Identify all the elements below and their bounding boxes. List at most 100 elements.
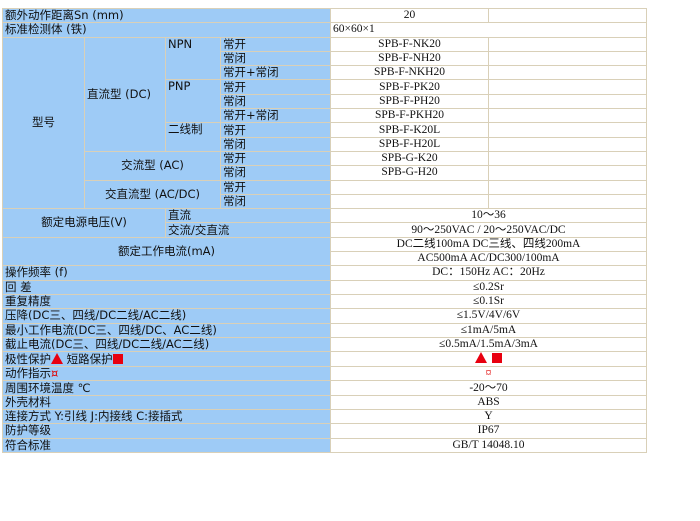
current-value: AC500mA AC/DC300/100mA xyxy=(330,251,647,267)
empty-cell xyxy=(488,79,647,95)
empty-cell xyxy=(488,165,647,181)
empty-cell xyxy=(488,108,647,124)
contact-nc: 常闭 xyxy=(220,93,331,110)
npn-label: NPN xyxy=(165,36,221,81)
contact-nc: 常闭 xyxy=(220,50,331,67)
empty-cell xyxy=(488,93,647,110)
spec-label: 符合标准 xyxy=(2,437,331,453)
table-row: 周围环境温度 ℃ -20～70 xyxy=(2,380,647,396)
contact-no: 常开 xyxy=(220,36,331,52)
table-row: 操作频率 (f) DC：150Hz AC：20Hz xyxy=(2,265,647,281)
empty-cell xyxy=(488,136,647,152)
empty-cell xyxy=(488,193,647,210)
red-square-icon xyxy=(492,353,503,364)
spec-value: ≤1.5V/4V/6V xyxy=(330,308,647,324)
model-value: SPB-F-NK20 xyxy=(330,36,489,52)
sn-value: 20 xyxy=(330,7,489,24)
spec-value: ABS xyxy=(330,394,647,411)
two-wire-label: 二线制 xyxy=(165,122,221,152)
table-row: 交流/交直流 90～250VAC / 20～250VAC/DC xyxy=(3,222,647,238)
table-row: 最小工作电流(DC三、四线/DC、AC二线) ≤1mA/5mA xyxy=(2,322,647,338)
empty-cell xyxy=(488,122,647,138)
spec-label: 截止电流(DC三、四线/DC二线/AC二线) xyxy=(2,336,331,353)
table-row: 外壳材料 ABS xyxy=(2,394,647,411)
table-row: 重复精度 ≤0.1Sr xyxy=(2,293,647,310)
spec-label: 最小工作电流(DC三、四线/DC、AC二线) xyxy=(2,322,331,338)
table-row: 型号 直流型 (DC) NPN 常开 SPB-F-NK20 xyxy=(2,36,647,210)
model-value: SPB-F-PK20 xyxy=(330,79,489,95)
acdc-type-label: 交直流型 (AC/DC) xyxy=(84,179,221,210)
sn-label: 额外动作距离Sn (mm) xyxy=(2,7,331,24)
contact-nonc: 常开+常闭 xyxy=(220,108,331,124)
contact-nc: 常闭 xyxy=(220,136,331,152)
table-row: 常闭 xyxy=(3,193,647,210)
spec-label: 重复精度 xyxy=(2,293,331,310)
table-row: 动作指示¤ ¤ xyxy=(2,366,647,382)
spec-label: 回 差 xyxy=(2,279,331,295)
polarity-protection-label: 极性保护 xyxy=(5,351,51,366)
model-value: SPB-F-K20L xyxy=(330,122,489,138)
spec-value: ≤0.2Sr xyxy=(330,279,647,295)
table-row: 回 差 ≤0.2Sr xyxy=(2,279,647,295)
red-triangle-icon xyxy=(474,352,487,364)
current-value: DC二线100mA DC三线、四线200mA xyxy=(330,236,647,253)
table-row: 交直流型 (AC/DC) 常开 xyxy=(3,179,647,210)
spec-label: 连接方式 Y:引线 J:内接线 C:接插式 xyxy=(2,409,331,425)
table-row: 额定工作电流(mA) DC二线100mA DC三线、四线200mA xyxy=(2,236,647,267)
spec-value: ≤0.5mA/1.5mA/3mA xyxy=(330,336,647,353)
table-row: 二线制 常开 SPB-F-K20L xyxy=(3,122,647,152)
voltage-dc-label: 直流 xyxy=(165,208,331,224)
table-row: PNP 常开 SPB-F-PK20 xyxy=(3,79,647,124)
table-row: 防护等级 IP67 xyxy=(2,423,647,439)
table-row: 额外动作距离Sn (mm) 20 xyxy=(2,7,647,24)
voltage-label: 额定电源电压(V) xyxy=(2,208,166,238)
spec-label: 外壳材料 xyxy=(2,394,331,411)
spec-value: ≤0.1Sr xyxy=(330,293,647,310)
table-row: 符合标准 GB/T 14048.10 xyxy=(2,437,647,453)
indicator-label: 动作指示 xyxy=(5,366,51,381)
red-triangle-icon xyxy=(51,352,63,364)
empty-cell xyxy=(488,65,647,81)
voltage-ac-value: 90～250VAC / 20～250VAC/DC xyxy=(330,222,647,238)
spec-value: DC：150Hz AC：20Hz xyxy=(330,265,647,281)
pnp-label: PNP xyxy=(165,79,221,124)
spec-value: Y xyxy=(330,409,647,425)
table-row: 常闭 SPB-F-PH20 xyxy=(3,93,647,110)
empty-cell xyxy=(488,50,647,67)
empty-cell xyxy=(488,7,647,24)
contact-no: 常开 xyxy=(220,179,331,195)
empty-cell xyxy=(330,193,489,210)
model-value: SPB-F-PH20 xyxy=(330,93,489,110)
spec-label: 防护等级 xyxy=(2,423,331,439)
contact-nc: 常闭 xyxy=(220,193,331,210)
contact-no: 常开 xyxy=(220,79,331,95)
contact-nonc: 常开+常闭 xyxy=(220,65,331,81)
indicator-label-cell: 动作指示¤ xyxy=(2,366,331,382)
contact-nc: 常闭 xyxy=(220,165,331,181)
table-row: 交流型 (AC) 常开 SPB-G-K20 xyxy=(3,150,647,181)
table-row: 额定电源电压(V) 直流 10～36 xyxy=(2,208,647,238)
spec-label: 周围环境温度 ℃ xyxy=(2,380,331,396)
empty-cell xyxy=(488,179,647,195)
spec-value: IP67 xyxy=(330,423,647,439)
table-row: 标准检测体 (铁) 60×60×1 xyxy=(2,22,647,38)
spec-label: 压降(DC三、四线/DC二线/AC二线) xyxy=(2,308,331,324)
contact-no: 常开 xyxy=(220,122,331,138)
model-label: 型号 xyxy=(2,36,85,210)
table-row: 极性保护 短路保护 xyxy=(2,351,647,368)
table-row: 压降(DC三、四线/DC二线/AC二线) ≤1.5V/4V/6V xyxy=(2,308,647,324)
currency-sign-icon: ¤ xyxy=(485,367,492,380)
spec-value: -20～70 xyxy=(330,380,647,396)
table-row: 常开+常闭 SPB-F-NKH20 xyxy=(3,65,647,81)
short-circuit-protection-label: 短路保护 xyxy=(66,351,113,366)
model-value: SPB-F-NKH20 xyxy=(330,65,489,81)
table-row: 常开+常闭 SPB-F-PKH20 xyxy=(3,108,647,124)
table-row: 截止电流(DC三、四线/DC二线/AC二线) ≤0.5mA/1.5mA/3mA xyxy=(2,336,647,353)
target-label: 标准检测体 (铁) xyxy=(2,22,331,38)
dc-type-label: 直流型 (DC) xyxy=(84,36,166,152)
spec-value: ≤1mA/5mA xyxy=(330,322,647,338)
empty-cell xyxy=(330,179,489,195)
model-value: SPB-F-PKH20 xyxy=(330,108,489,124)
protection-label: 极性保护 短路保护 xyxy=(2,351,331,368)
current-label: 额定工作电流(mA) xyxy=(2,236,331,267)
